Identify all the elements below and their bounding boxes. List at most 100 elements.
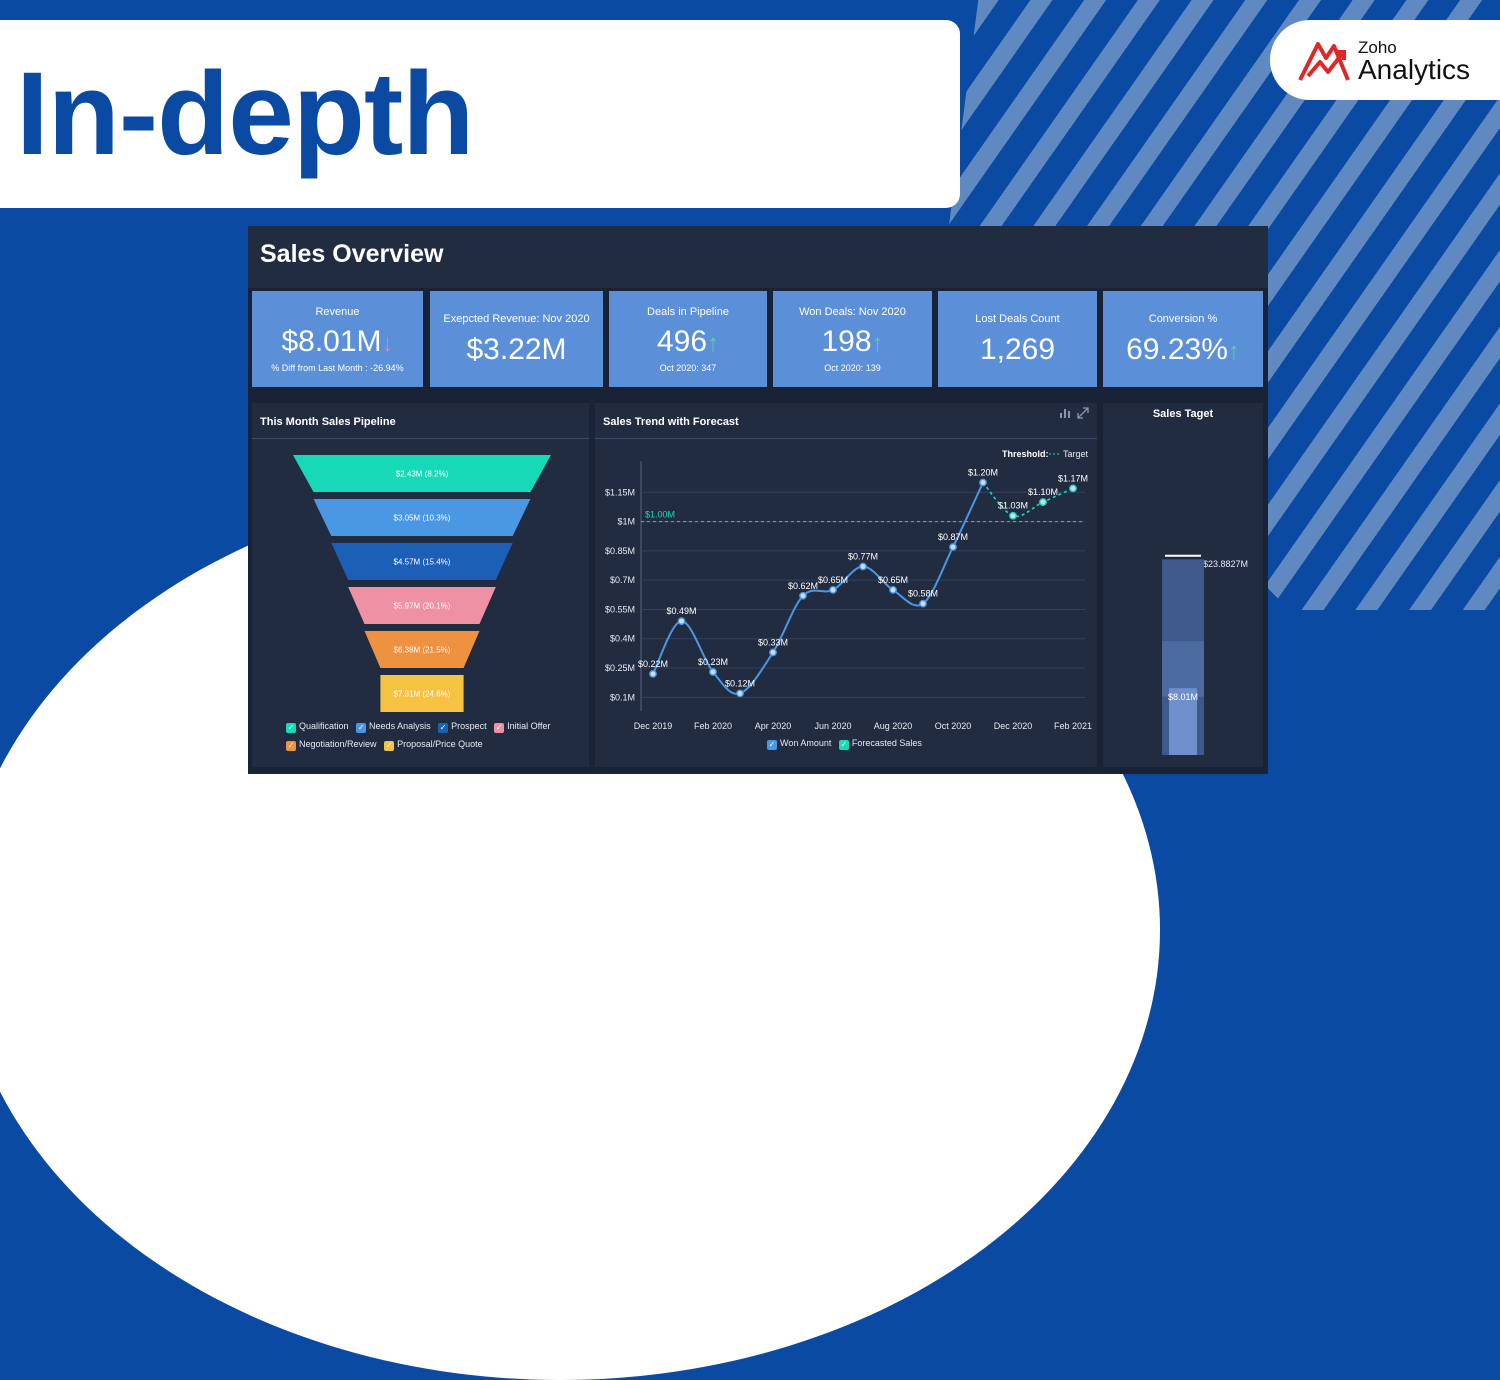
funnel-stage[interactable]: [364, 631, 480, 668]
target-mid-band: [1162, 641, 1204, 697]
won-amount-data-label: $0.23M: [698, 657, 728, 667]
won-amount-point[interactable]: [859, 562, 867, 571]
x-tick-label: Feb 2020: [694, 721, 732, 731]
dashboard-title: Sales Overview: [260, 240, 444, 268]
won-amount-point[interactable]: [829, 586, 837, 594]
legend-negotiation[interactable]: ✓ Negotiation/Review: [286, 739, 377, 751]
checkbox-icon: ✓: [767, 740, 777, 750]
forecast-point[interactable]: [1039, 498, 1047, 506]
achieved-label: $8.01M: [1168, 692, 1198, 702]
won-amount-point[interactable]: [949, 543, 957, 551]
legend-proposal[interactable]: ✓ Proposal/Price Quote: [384, 739, 483, 751]
legend-qualification[interactable]: ✓ Qualification: [286, 721, 349, 733]
panel-divider: [252, 438, 589, 439]
panel-divider: [595, 438, 1097, 439]
forecast-data-label: $1.17M: [1058, 473, 1088, 483]
brand-logo: Zoho Analytics: [1270, 20, 1500, 100]
forecast-point[interactable]: [1009, 511, 1017, 520]
kpi-expected-revenue[interactable]: Exepcted Revenue: Nov 2020 $3.22M: [430, 291, 603, 387]
won-amount-point[interactable]: [919, 599, 927, 608]
legend-won-amount[interactable]: ✓ Won Amount: [767, 738, 832, 750]
funnel-legend-row-2: ✓ Negotiation/Review ✓ Proposal/Price Quot…: [286, 739, 488, 751]
legend-forecasted-sales[interactable]: ✓ Forecasted Sales: [838, 738, 922, 750]
won-amount-data-label: $0.87M: [938, 532, 968, 542]
won-amount-point[interactable]: [649, 669, 657, 678]
legend-initial-offer[interactable]: ✓ Initial Offer: [494, 721, 551, 733]
x-tick-label: Dec 2019: [634, 721, 673, 731]
kpi-value: $8.01M↓: [281, 325, 394, 358]
brand-product: Analytics: [1358, 54, 1471, 85]
funnel-stage[interactable]: [380, 675, 464, 712]
checkbox-icon: ✓: [494, 723, 505, 733]
won-amount-data-label: $0.65M: [878, 575, 908, 585]
checkbox-icon: ✓: [356, 723, 367, 733]
won-amount-point[interactable]: [979, 478, 987, 487]
kpi-label: Won Deals: Nov 2020: [799, 306, 906, 318]
kpi-value: $3.22M: [466, 333, 567, 366]
funnel-stage[interactable]: [331, 543, 513, 580]
won-amount-data-label: $0.12M: [725, 678, 755, 688]
kpi-value: 1,269: [979, 333, 1056, 366]
checkbox-icon: ✓: [286, 741, 296, 751]
trend-title: Sales Trend with Forecast: [603, 416, 739, 428]
pipeline-panel: This Month Sales Pipeline $2.43M (8.2%) $…: [252, 403, 589, 767]
checkbox-icon: ✓: [384, 741, 395, 751]
y-tick-label: $0.55M: [605, 604, 635, 614]
threshold-value-label: $1.00M: [645, 510, 675, 520]
funnel-stage[interactable]: [293, 455, 551, 492]
won-amount-data-label: $0.22M: [638, 659, 668, 669]
forecast-line: [982, 481, 1074, 518]
forecast-data-label: $1.03M: [998, 501, 1028, 511]
y-tick-label: $0.4M: [610, 634, 635, 644]
won-amount-point[interactable]: [677, 617, 686, 626]
funnel-legend: ✓ Qualification ✓ Needs Analysis ✓ Prospect…: [286, 721, 556, 733]
achieved-bar[interactable]: [1169, 688, 1197, 755]
funnel-stage-label: $5.97M (20.1%): [394, 602, 451, 611]
kpi-label: Exepcted Revenue: Nov 2020: [443, 313, 590, 325]
target-marker-label: $23.8827M: [1203, 559, 1248, 569]
funnel-stage[interactable]: [348, 587, 496, 624]
target-title: Sales Taget: [1152, 408, 1214, 420]
won-amount-point[interactable]: [889, 586, 897, 594]
kpi-deals-in-pipeline[interactable]: Deals in Pipeline 496↑ Oct 2020: 347: [609, 291, 767, 387]
kpi-lost-deals[interactable]: Lost Deals Count 1,269: [938, 291, 1097, 387]
chart-type-icon[interactable]: [1059, 407, 1071, 419]
funnel-stage-label: $7.31M (24.6%): [394, 690, 451, 699]
x-tick-label: Dec 2020: [994, 721, 1033, 731]
kpi-revenue[interactable]: Revenue $8.01M↓ % Diff from Last Month :…: [252, 291, 423, 387]
won-amount-point[interactable]: [736, 689, 744, 698]
funnel-stage[interactable]: [313, 499, 531, 536]
checkbox-icon: ✓: [438, 723, 449, 733]
kpi-subtext: Oct 2020: 347: [659, 363, 717, 373]
target-panel: Sales Taget $23.8827M $8.01M: [1103, 403, 1263, 767]
sales-trend-chart: Threshold: Target $0.1M $0.25M $0.4M $0.55M…: [605, 449, 1092, 731]
kpi-won-deals[interactable]: Won Deals: Nov 2020 198↑ Oct 2020: 139: [773, 291, 932, 387]
kpi-subtext: % Diff from Last Month : -26.94%: [271, 363, 404, 373]
legend-needs-analysis[interactable]: ✓ Needs Analysis: [356, 721, 431, 733]
kpi-label: Conversion %: [1148, 313, 1218, 325]
won-amount-point[interactable]: [799, 591, 807, 600]
threshold-label: Threshold:: [1002, 449, 1049, 459]
kpi-label: Lost Deals Count: [975, 313, 1060, 325]
won-amount-data-label: $0.77M: [848, 551, 878, 561]
funnel-stage-label: $4.57M (15.4%): [394, 558, 451, 567]
kpi-subtext: Oct 2020: 139: [824, 363, 881, 373]
won-amount-point[interactable]: [769, 648, 777, 657]
brand-name: Zoho: [1358, 38, 1397, 57]
won-amount-point[interactable]: [709, 668, 717, 676]
trend-panel: Sales Trend with Forecast Threshold: Tar…: [595, 403, 1097, 767]
y-tick-label: $0.85M: [605, 546, 635, 556]
trend-down-icon: ↓: [381, 330, 394, 357]
trend-up-icon: ↑: [1227, 338, 1240, 365]
expand-icon[interactable]: [1077, 407, 1089, 419]
legend-prospect[interactable]: ✓ Prospect: [438, 721, 487, 733]
won-amount-data-label: $0.33M: [758, 637, 788, 647]
funnel-stage-label: $2.43M (8.2%): [396, 470, 449, 479]
dashboard-header: Sales Overview: [248, 226, 1268, 288]
kpi-label: Deals in Pipeline: [647, 306, 729, 318]
kpi-conversion[interactable]: Conversion % 69.23%↑: [1103, 291, 1263, 387]
analytics-logo-icon: [1298, 42, 1350, 81]
forecast-point[interactable]: [1069, 484, 1077, 493]
x-tick-label: Feb 2021: [1054, 721, 1092, 731]
kpi-label: Revenue: [315, 306, 360, 318]
